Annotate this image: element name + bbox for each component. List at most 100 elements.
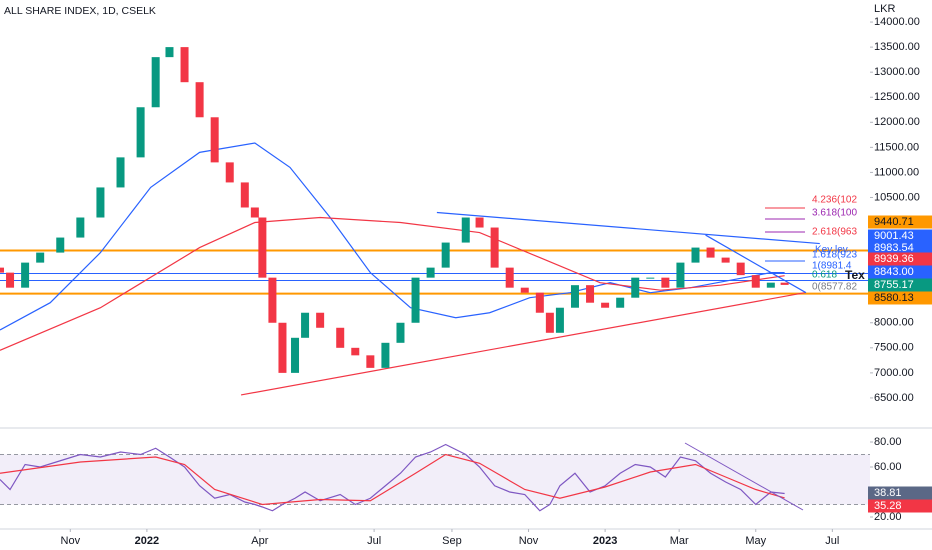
annotation: 1(8981.4 xyxy=(812,261,852,272)
annotation: 1.618(923 xyxy=(812,250,857,261)
trend-line xyxy=(240,292,805,396)
candle xyxy=(535,292,544,313)
annotation: Key lev xyxy=(815,245,848,256)
candle xyxy=(225,162,234,183)
y-tick-label: 7000.00 xyxy=(874,367,914,379)
y-tick-label: 80.00 xyxy=(874,436,902,448)
x-tick-label: Mar xyxy=(670,535,689,547)
x-tick-label: Nov xyxy=(519,535,539,547)
candle xyxy=(56,237,65,253)
rsi-trend-line xyxy=(684,442,804,511)
rsi-line xyxy=(0,443,785,512)
x-tick-label: Jul xyxy=(367,535,381,547)
candle xyxy=(278,322,287,373)
candle xyxy=(545,312,554,333)
candle xyxy=(691,247,700,263)
candle xyxy=(555,307,564,333)
x-tick-label: Nov xyxy=(61,535,81,547)
candle xyxy=(151,57,160,108)
candle xyxy=(461,217,470,243)
rsi-label: 35.28 xyxy=(874,500,902,512)
x-tick-label: Sep xyxy=(442,535,462,547)
y-tick-label: 11000.00 xyxy=(874,166,919,178)
trend-line xyxy=(436,211,820,245)
price-label-box xyxy=(868,241,932,255)
price-label: 9001.43 xyxy=(874,230,914,242)
candle xyxy=(646,277,655,279)
chart-title: ALL SHARE INDEX, 1D, CSELK xyxy=(4,5,156,17)
y-tick-label: 14000.00 xyxy=(874,16,920,28)
y-tick-label: 20.00 xyxy=(874,511,902,523)
candle xyxy=(766,282,775,288)
price-label: 8939.36 xyxy=(874,253,914,265)
candle xyxy=(381,342,390,368)
candle xyxy=(586,285,595,303)
candle xyxy=(736,262,745,276)
candle xyxy=(36,252,45,263)
price-label: 8580.13 xyxy=(874,292,914,304)
candle xyxy=(351,347,360,356)
candle xyxy=(631,277,640,298)
candle xyxy=(520,287,529,293)
candle xyxy=(570,285,579,308)
price-label: 8843.00 xyxy=(874,266,914,278)
candle xyxy=(96,187,105,218)
y-tick-label: 12500.00 xyxy=(874,91,920,103)
candle xyxy=(366,355,375,368)
candle xyxy=(780,282,789,285)
candle xyxy=(76,217,85,238)
candle xyxy=(661,277,670,288)
annotation: 4.236(102 xyxy=(812,195,857,206)
price-label-box xyxy=(868,229,932,243)
candle xyxy=(116,157,125,188)
annotation: 0(8577.82 xyxy=(812,282,857,293)
y-tick-label: 12000.00 xyxy=(874,116,920,128)
rsi-band xyxy=(0,454,870,505)
y-tick-label: 13000.00 xyxy=(874,66,920,78)
candle xyxy=(616,297,625,308)
candle xyxy=(505,267,514,288)
price-label-box xyxy=(868,252,932,266)
candle xyxy=(195,82,204,118)
rsi-label: 38.81 xyxy=(874,487,902,499)
price-label-box xyxy=(868,265,932,279)
candle xyxy=(706,247,715,258)
x-tick-label: May xyxy=(745,535,766,547)
candle xyxy=(601,302,610,308)
rsi-ma-line xyxy=(0,453,785,506)
y-tick-label: 10500.00 xyxy=(874,191,920,203)
candle xyxy=(336,327,345,348)
annotation: Tex xyxy=(845,268,865,282)
y-tick-label: 13500.00 xyxy=(874,41,920,53)
candle xyxy=(240,182,249,208)
price-label-box xyxy=(868,215,932,229)
candle xyxy=(258,217,267,278)
annotation: 0.618 xyxy=(812,270,837,281)
candle xyxy=(0,267,4,273)
x-tick-label: Jul xyxy=(825,535,839,547)
price-label-box xyxy=(868,291,932,305)
y-tick-label: 8000.00 xyxy=(874,317,914,329)
y-tick-label: 6500.00 xyxy=(874,392,914,404)
moving-average xyxy=(0,216,785,351)
candle xyxy=(316,312,325,328)
price-label: 8983.54 xyxy=(874,242,914,254)
annotation: 2.618(963 xyxy=(812,227,857,238)
candle xyxy=(441,242,450,268)
candle xyxy=(301,312,310,338)
candle xyxy=(165,47,174,58)
candle xyxy=(268,277,277,323)
rsi-label-box xyxy=(868,486,932,500)
trend-line xyxy=(705,234,807,294)
candle xyxy=(180,47,189,83)
y-tick-label: 7500.00 xyxy=(874,342,914,354)
candle xyxy=(250,207,259,218)
annotation: 3.618(100 xyxy=(812,208,857,219)
candle xyxy=(396,322,405,343)
rsi-label-box xyxy=(868,499,932,513)
candle xyxy=(136,107,145,158)
x-tick-label: 2022 xyxy=(135,535,159,547)
candle xyxy=(475,217,484,228)
candle xyxy=(721,257,730,263)
candle xyxy=(676,262,685,288)
